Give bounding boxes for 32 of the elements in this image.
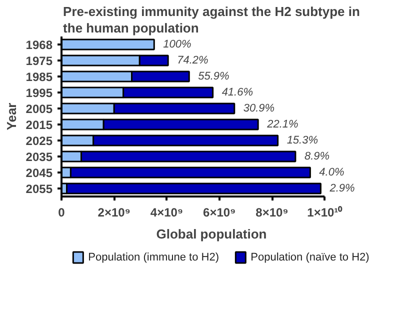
y-tick-label: 1985 [26, 70, 53, 84]
annotation: 8.9% [304, 150, 330, 162]
annotation: 4.0% [319, 166, 344, 178]
x-tick-label: 6×10⁹ [203, 206, 236, 220]
x-tick-label: 1×10¹⁰ [307, 206, 344, 220]
y-tick-label: 2055 [26, 182, 53, 196]
y-axis-title: Year [4, 102, 19, 130]
x-axis-title: Global population [156, 226, 267, 242]
annotation: 100% [163, 38, 192, 50]
y-tick-label: 1975 [26, 54, 53, 68]
y-tick-label: 1995 [26, 86, 53, 100]
y-tick-label: 2045 [26, 166, 53, 180]
y-tick-label: 2005 [26, 102, 53, 116]
x-tick-label: 4×10⁹ [150, 206, 184, 220]
x-tick-label: 8×10⁹ [256, 206, 288, 220]
bar [66, 182, 322, 194]
y-tick-label: 1968 [26, 38, 53, 52]
annotation: 15.3% [286, 134, 318, 146]
annotation: 2.9% [328, 182, 355, 194]
annotation: 22.1% [266, 118, 298, 130]
annotation: 55.9% [198, 70, 230, 82]
annotation: 30.9% [243, 102, 275, 114]
x-tick-label: 2×10⁹ [98, 206, 131, 220]
y-tick-label: 2025 [26, 134, 53, 148]
annotation: 41.6% [222, 86, 254, 98]
legend-label: Population (immune to H2) [88, 252, 220, 264]
x-tick-label: 0 [58, 206, 66, 220]
y-tick-label: 2015 [26, 118, 53, 132]
chart-title: Pre-existing immunity against the H2 subtype in the human population [63, 4, 360, 36]
y-tick-label: 2035 [26, 150, 53, 164]
annotation: 74.2% [177, 54, 208, 66]
legend-label: Population (naïve to H2) [250, 252, 370, 264]
